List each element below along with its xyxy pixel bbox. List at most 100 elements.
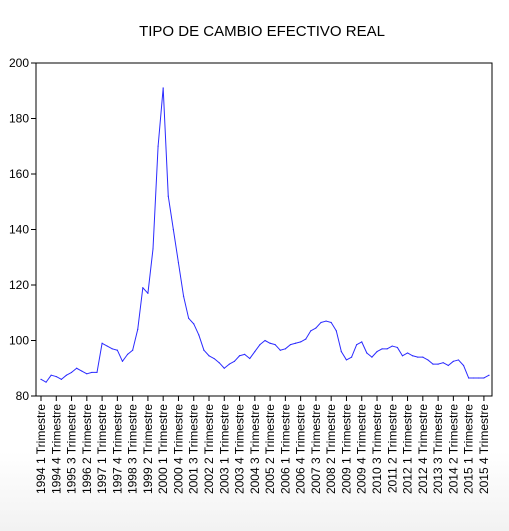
data-point: [111, 348, 113, 350]
x-tick-label: 1995 3 Trimestre: [65, 404, 79, 494]
plot-frame: [35, 62, 493, 397]
data-point: [106, 345, 108, 347]
data-point: [468, 377, 470, 379]
data-point: [238, 355, 241, 357]
data-point: [152, 248, 154, 250]
data-point: [310, 330, 312, 332]
y-tick-label: 120: [9, 278, 29, 292]
data-point: [142, 287, 144, 289]
x-tick-label: 2009 1 Trimestre: [339, 404, 353, 494]
data-point: [40, 378, 42, 380]
data-point: [340, 351, 342, 353]
data-point: [126, 353, 129, 355]
data-point: [208, 355, 210, 357]
data-point: [366, 352, 368, 354]
data-point: [172, 228, 174, 231]
data-point: [462, 364, 465, 367]
data-point: [320, 321, 322, 324]
data-point: [81, 370, 83, 372]
x-tick-label: 2007 3 Trimestre: [309, 404, 323, 494]
data-point: [147, 292, 149, 294]
data-point: [223, 367, 225, 369]
data-point: [198, 334, 200, 336]
y-axis: 80 100 120 140 160 180 200: [9, 56, 36, 403]
x-tick-label: 1997 1 Trimestre: [95, 404, 109, 494]
x-tick-label: 1996 2 Trimestre: [80, 404, 94, 494]
chart-title: TIPO DE CAMBIO EFECTIVO REAL: [139, 23, 385, 40]
y-tick-label: 180: [9, 112, 29, 126]
data-point: [406, 352, 409, 354]
data-point: [300, 341, 302, 343]
x-tick-label: 1999 2 Trimestre: [141, 404, 155, 494]
data-point: [305, 338, 307, 340]
x-tick-label: 2003 4 Trimestre: [233, 404, 247, 494]
data-point: [193, 323, 195, 325]
data-point: [376, 351, 378, 353]
x-tick-label: 2010 3 Trimestre: [370, 404, 384, 494]
x-tick-label: 2012 4 Trimestre: [416, 404, 430, 494]
data-point: [457, 359, 460, 361]
data-point: [330, 321, 332, 324]
x-tick-label: 2003 1 Trimestre: [217, 404, 231, 494]
data-point: [294, 342, 297, 344]
data-point: [350, 356, 353, 358]
data-point: [167, 195, 169, 197]
data-point: [335, 330, 337, 332]
x-tick-label: 2004 3 Trimestre: [248, 404, 262, 494]
data-point: [269, 342, 271, 344]
data-point: [427, 359, 429, 361]
data-point: [233, 360, 236, 362]
x-tick-label: 2001 3 Trimestre: [187, 404, 201, 494]
data-point: [345, 359, 348, 361]
data-point: [315, 327, 317, 329]
data-point: [401, 355, 404, 357]
data-point: [86, 373, 88, 375]
x-tick-label: 1997 4 Trimestre: [110, 404, 124, 494]
data-point: [228, 363, 230, 365]
data-point: [116, 349, 118, 351]
data-point: [442, 362, 444, 364]
x-tick-label: 2008 2 Trimestre: [324, 404, 338, 494]
x-tick-label: 2015 1 Trimestre: [462, 404, 476, 494]
data-point: [488, 374, 490, 376]
data-point: [162, 87, 164, 89]
data-point: [396, 346, 398, 349]
data-point: [213, 357, 215, 360]
y-tick-label: 200: [9, 56, 29, 70]
data-point: [473, 377, 475, 379]
data-point: [422, 356, 424, 358]
data-point: [452, 360, 454, 362]
data-point: [45, 381, 47, 383]
x-tick-label: 2002 2 Trimestre: [202, 404, 216, 494]
x-tick-label: 2015 4 Trimestre: [477, 404, 491, 494]
data-point: [188, 317, 190, 319]
data-point: [254, 351, 256, 353]
data-point: [356, 344, 358, 346]
data-point: [244, 353, 246, 355]
data-point: [284, 348, 286, 350]
series-layer: [40, 87, 490, 383]
data-point: [417, 356, 419, 358]
x-tick-label: 2006 1 Trimestre: [278, 404, 292, 494]
data-point: [259, 344, 261, 346]
data-point: [447, 364, 449, 367]
data-point: [96, 371, 98, 374]
y-tick-label: 80: [16, 389, 30, 403]
data-point: [361, 341, 363, 343]
y-tick-label: 160: [9, 167, 29, 181]
series-line: [40, 87, 490, 383]
x-tick-label: 1994 1 Trimestre: [34, 404, 48, 494]
data-point: [70, 371, 73, 374]
data-point: [121, 360, 124, 362]
data-point: [55, 375, 57, 378]
x-tick-label: 2011 2 Trimestre: [385, 404, 399, 493]
x-tick-label: 2012 1 Trimestre: [401, 404, 415, 494]
data-point: [182, 295, 185, 297]
data-point: [412, 355, 414, 357]
x-axis: 1994 1 Trimestre 1994 4 Trimestre 1995 3 T…: [34, 396, 491, 494]
data-point: [60, 378, 62, 380]
data-point: [437, 363, 439, 365]
x-tick-label: 2009 4 Trimestre: [355, 404, 369, 494]
